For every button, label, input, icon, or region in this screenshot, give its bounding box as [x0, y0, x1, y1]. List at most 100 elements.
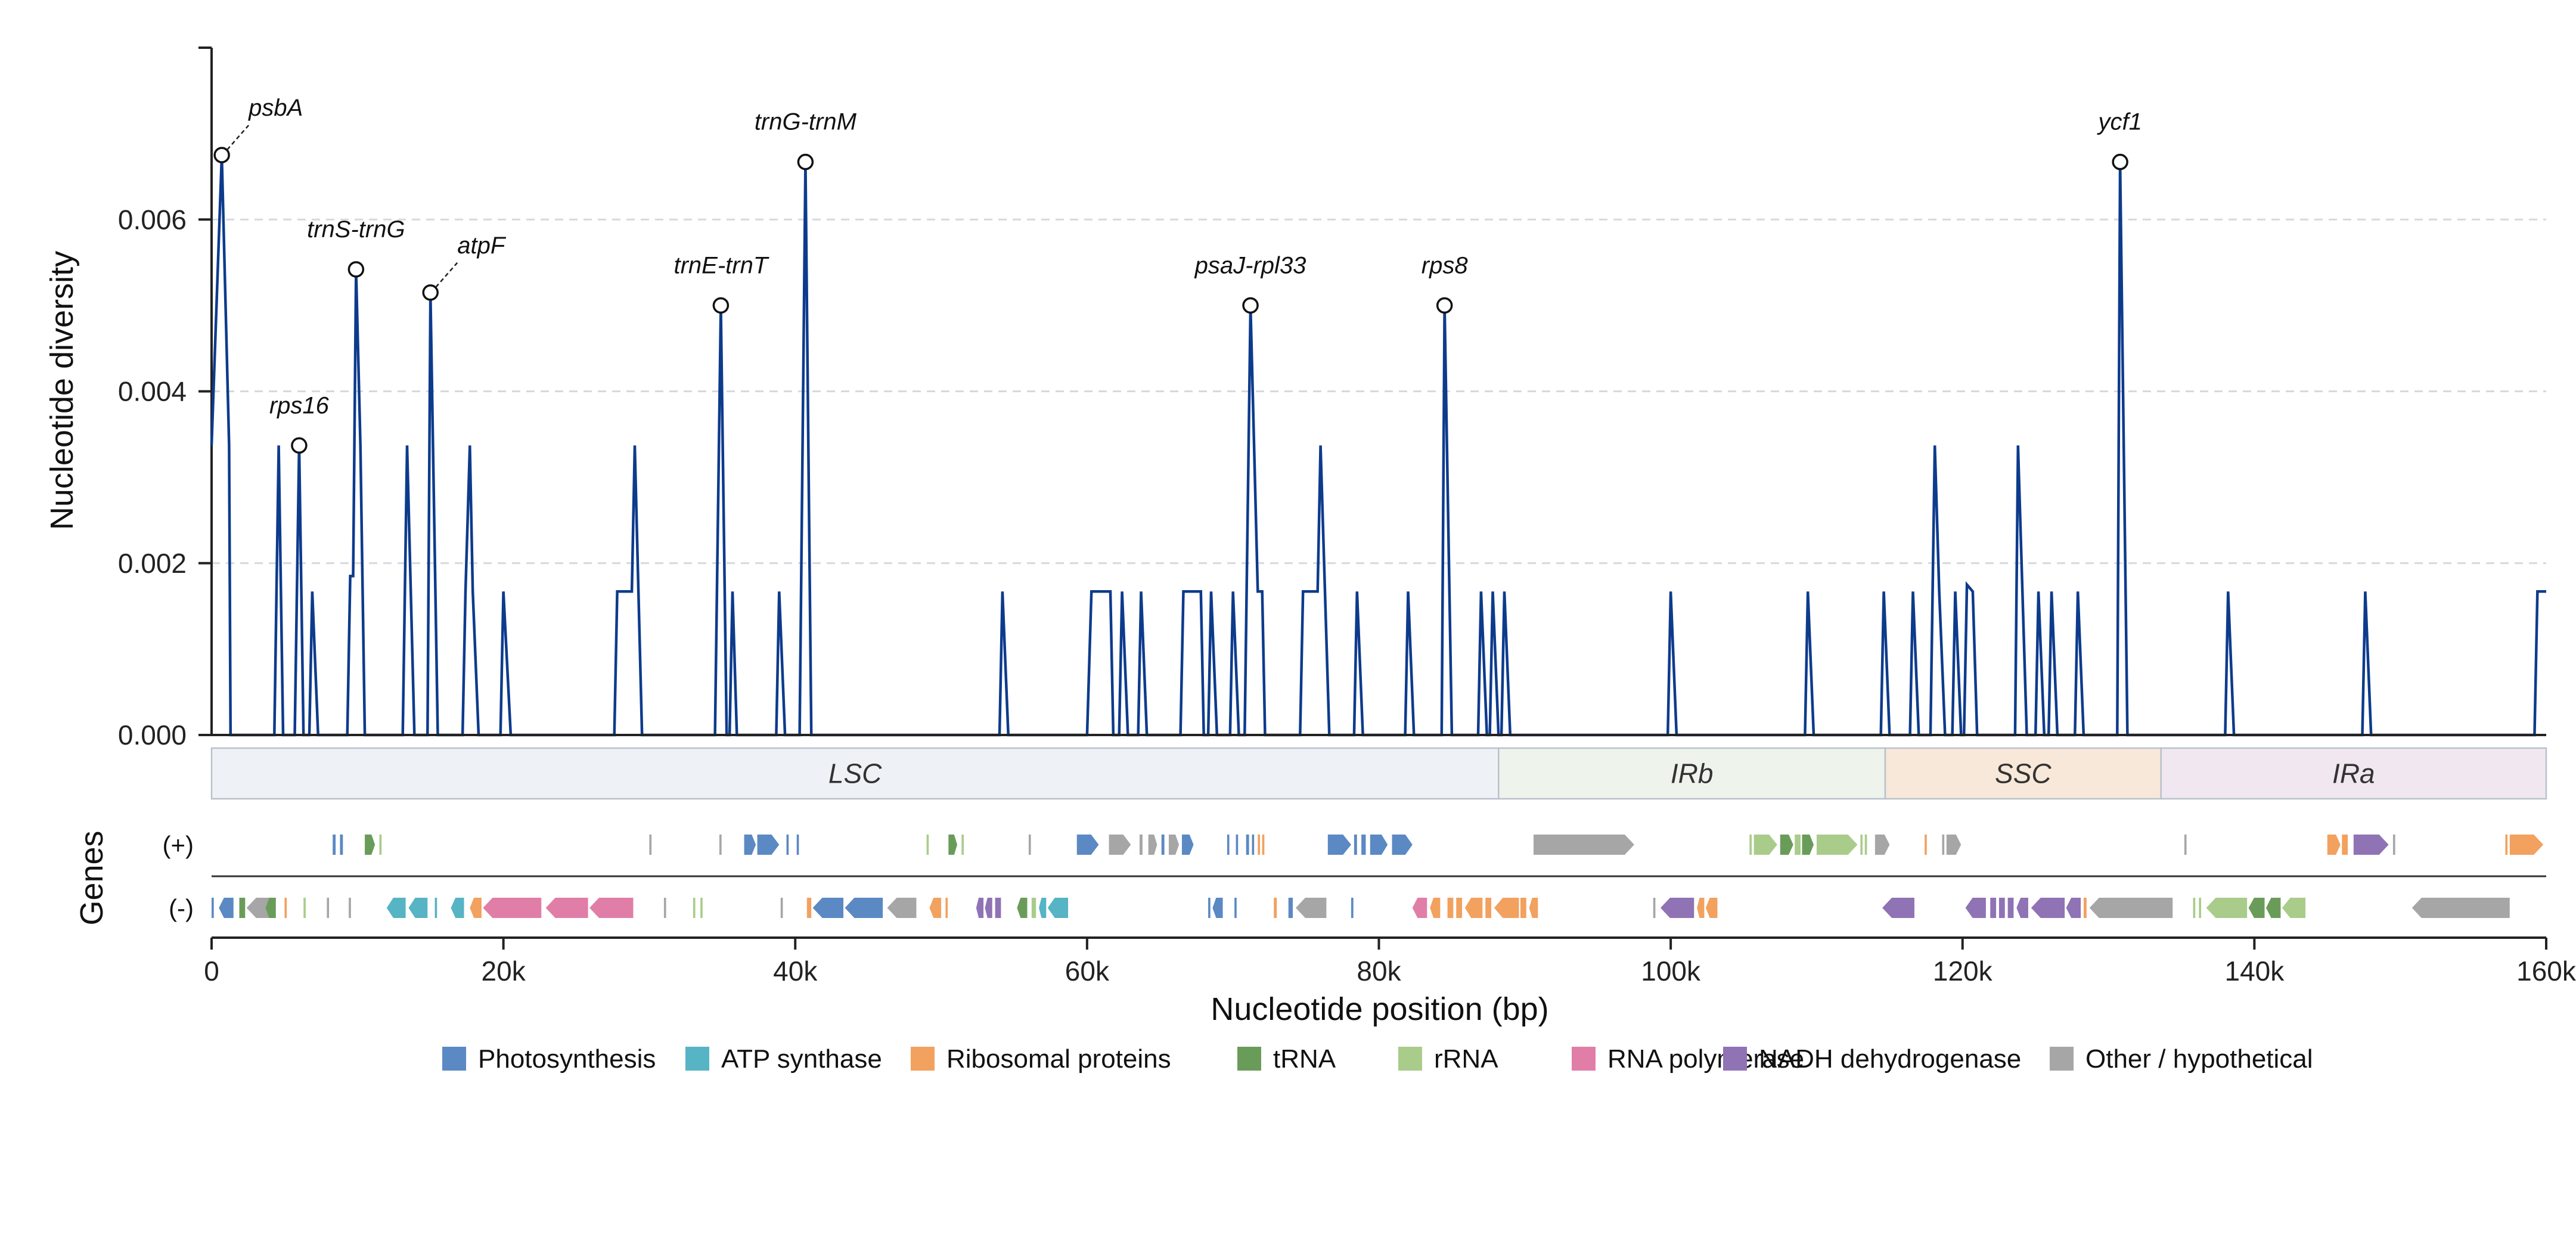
gene-feature — [1990, 898, 1997, 918]
diversity-line — [210, 155, 2546, 737]
peak-label: trnG-trnM — [755, 109, 857, 135]
y-tick-label: 0.002 — [118, 548, 187, 579]
gene-feature — [806, 898, 812, 918]
gene-feature — [1520, 898, 1526, 918]
x-axis-title: Nucleotide position (bp) — [1211, 991, 1548, 1027]
gene-feature — [1076, 835, 1099, 855]
peak-label: trnE-trnT — [674, 252, 769, 278]
gene-feature — [2505, 835, 2508, 855]
gene-feature — [2353, 835, 2389, 855]
gene-feature — [693, 898, 696, 918]
gene-feature — [1370, 835, 1388, 855]
legend-label: rRNA — [1434, 1044, 1498, 1074]
peak-marker — [1436, 297, 1453, 314]
gene-feature — [2016, 898, 2028, 918]
gene-feature — [303, 898, 306, 918]
y-tick-label: 0.006 — [118, 204, 187, 235]
gene-feature — [333, 835, 336, 855]
gene-feature — [929, 898, 942, 918]
legend-swatch — [1723, 1047, 1747, 1071]
gene-feature — [2199, 898, 2202, 918]
gene-feature — [1212, 898, 1223, 918]
gene-feature — [1795, 835, 1801, 855]
region-block — [1884, 747, 2162, 800]
legend-swatch — [911, 1047, 935, 1071]
gene-feature — [1942, 835, 1945, 855]
gene-feature — [719, 835, 722, 855]
gene-feature — [744, 835, 756, 855]
gene-feature — [2083, 898, 2087, 918]
x-tick-label: 120k — [1933, 956, 1993, 987]
plus-strand-label: (+) — [163, 831, 194, 859]
x-tick-label: 20k — [482, 956, 526, 987]
legend-swatch — [2050, 1047, 2074, 1071]
gene-feature — [1882, 898, 1914, 918]
legend-label: ATP synthase — [721, 1044, 882, 1074]
gene-feature — [1494, 898, 1519, 918]
gene-feature — [340, 835, 343, 855]
legend-label: Photosynthesis — [478, 1044, 656, 1074]
gene-feature — [1412, 898, 1427, 918]
gene-feature — [786, 835, 789, 855]
peak-label: trnS-trnG — [307, 216, 405, 243]
peak-label: atpF — [457, 232, 507, 259]
gene-feature — [1998, 898, 2005, 918]
gene-feature — [1047, 898, 1069, 918]
gene-feature — [1168, 835, 1180, 855]
gene-feature — [483, 898, 542, 918]
peak-label: psbA — [248, 95, 303, 121]
gene-feature — [2193, 898, 2196, 918]
peak-label: psaJ-rpl33 — [1194, 252, 1306, 278]
gene-feature — [1447, 898, 1454, 918]
x-tick-label: 80k — [1357, 956, 1401, 987]
gene-feature — [663, 898, 666, 918]
gene-feature — [887, 898, 917, 918]
gene-feature — [1860, 835, 1863, 855]
peak-leader-line — [435, 262, 458, 288]
region-label: SSC — [1995, 758, 2052, 789]
region-label: IRb — [1671, 758, 1714, 789]
gene-feature — [948, 835, 957, 855]
gene-feature — [1965, 898, 1986, 918]
gene-feature — [265, 898, 276, 918]
peak-label: ycf1 — [2096, 109, 2142, 135]
peak-marker — [291, 437, 308, 454]
gene-feature — [349, 898, 351, 918]
gene-feature — [434, 898, 437, 918]
gene-feature — [1749, 835, 1752, 855]
gene-feature — [1697, 898, 1705, 918]
x-tick-label: 100k — [1641, 956, 1701, 987]
legend-swatch — [442, 1047, 466, 1071]
gene-feature — [470, 898, 482, 918]
gene-feature — [1660, 898, 1694, 918]
x-tick-label: 160k — [2516, 956, 2576, 987]
diversity-plot — [210, 155, 2546, 737]
gene-feature — [2342, 835, 2348, 855]
gene-feature — [1354, 835, 1357, 855]
gene-feature — [1327, 835, 1351, 855]
legend-swatch — [1237, 1047, 1261, 1071]
gene-feature — [2248, 898, 2265, 918]
gene-feature — [379, 835, 382, 855]
gene-feature — [408, 898, 428, 918]
gene-feature — [327, 898, 330, 918]
gene-feature — [2206, 898, 2248, 918]
gene-feature — [2007, 898, 2014, 918]
gene-feature — [961, 835, 964, 855]
gene-feature — [1802, 835, 1814, 855]
gene-feature — [1485, 898, 1492, 918]
gene-feature — [1946, 835, 1962, 855]
gene-feature — [451, 898, 464, 918]
peak-marker — [712, 297, 730, 314]
x-tick-label: 0 — [204, 956, 219, 987]
legend-label: RNA polymerase — [1607, 1044, 1804, 1074]
peak-marker — [2112, 153, 2128, 170]
gene-feature — [926, 835, 929, 855]
gene-feature — [1182, 835, 1194, 855]
gene-feature — [2265, 898, 2281, 918]
peak-marker — [347, 261, 365, 278]
gene-feature — [2509, 835, 2544, 855]
legend-swatch — [1398, 1047, 1422, 1071]
gene-feature — [845, 898, 883, 918]
gene-feature — [796, 835, 799, 855]
